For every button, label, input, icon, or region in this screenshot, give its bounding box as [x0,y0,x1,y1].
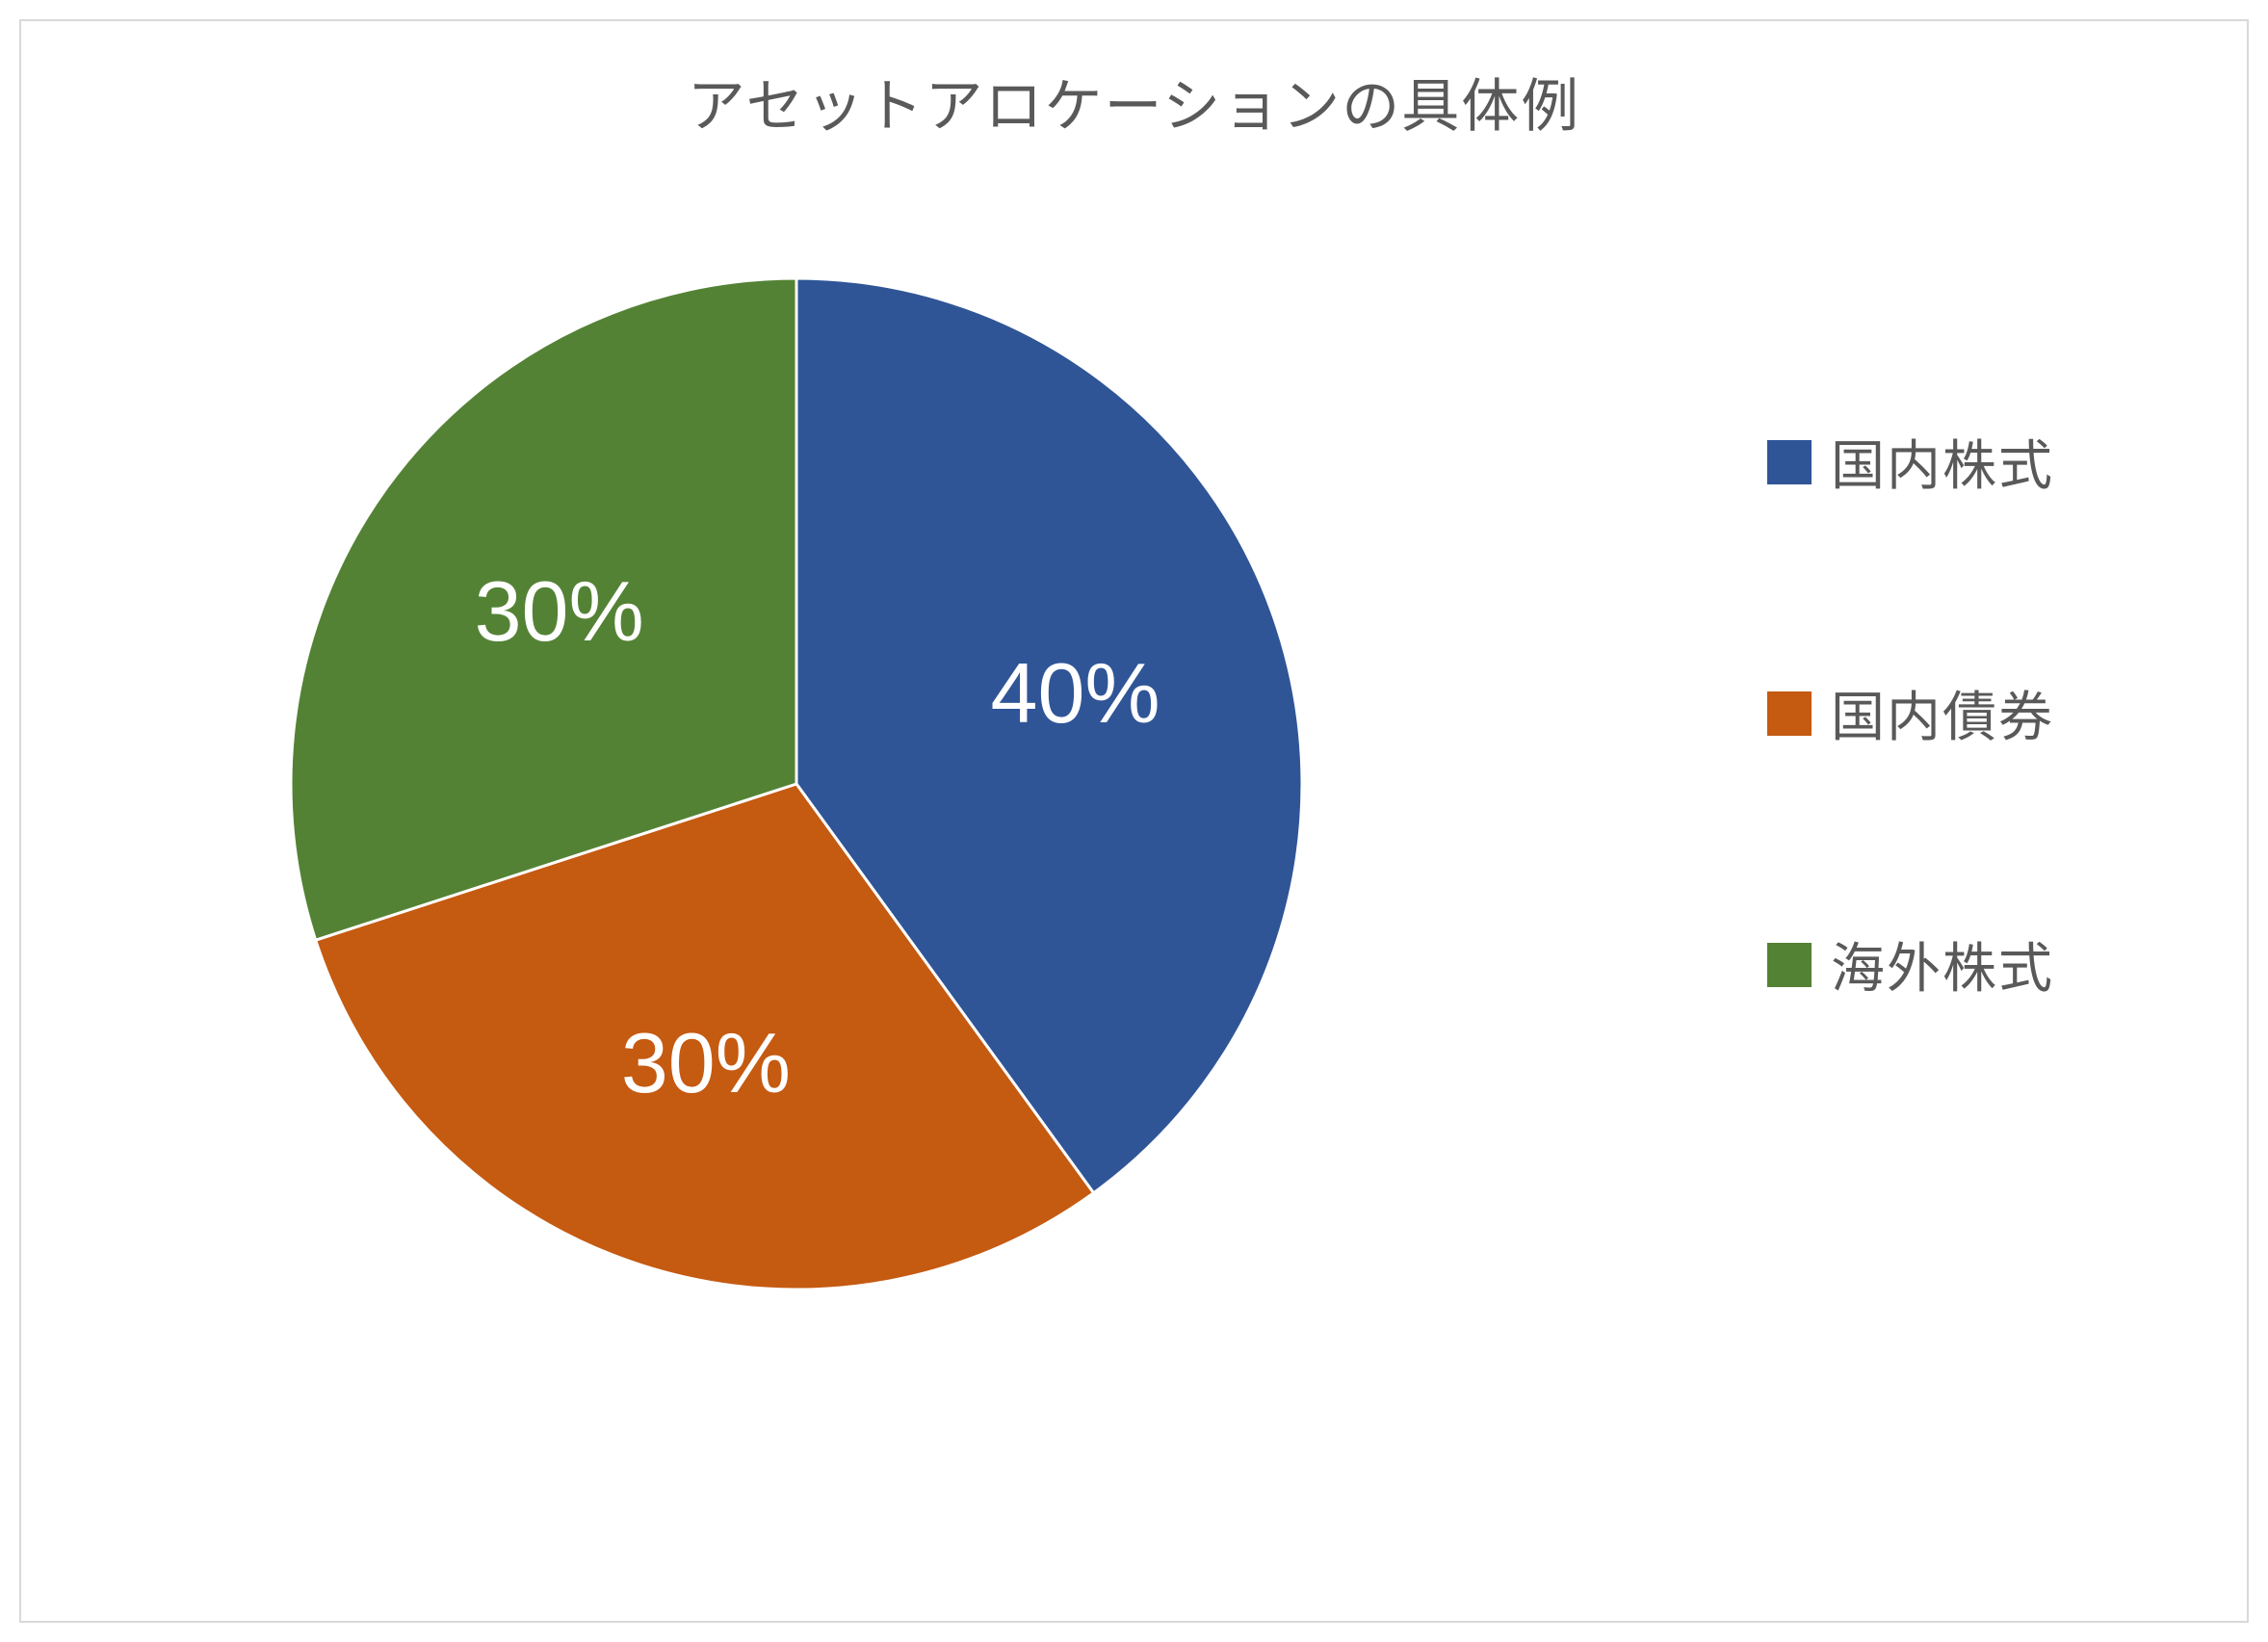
legend-swatch-0 [1767,440,1812,484]
legend-label-1: 国内債券 [1831,674,2054,752]
slice-label-0: 40% [991,644,1160,743]
legend-item-1: 国内債券 [1767,674,2054,752]
chart-body: 40% 30% 30% 国内株式国内債券海外株式 [21,143,2247,1599]
pie-chart: 40% 30% 30% [291,278,1302,1290]
slice-label-2: 30% [475,562,644,661]
slice-label-1: 30% [621,1014,791,1112]
legend-swatch-2 [1767,943,1812,987]
chart-container: アセットアロケーションの具体例 40% 30% 30% 国内株式国内債券海外株式 [19,19,2249,1623]
legend: 国内株式国内債券海外株式 [1767,423,2054,1003]
legend-label-0: 国内株式 [1831,423,2054,501]
pie-svg [291,278,1302,1290]
legend-label-2: 海外株式 [1831,925,2054,1003]
legend-swatch-1 [1767,691,1812,736]
legend-item-2: 海外株式 [1767,925,2054,1003]
legend-item-0: 国内株式 [1767,423,2054,501]
chart-title: アセットアロケーションの具体例 [21,21,2247,143]
